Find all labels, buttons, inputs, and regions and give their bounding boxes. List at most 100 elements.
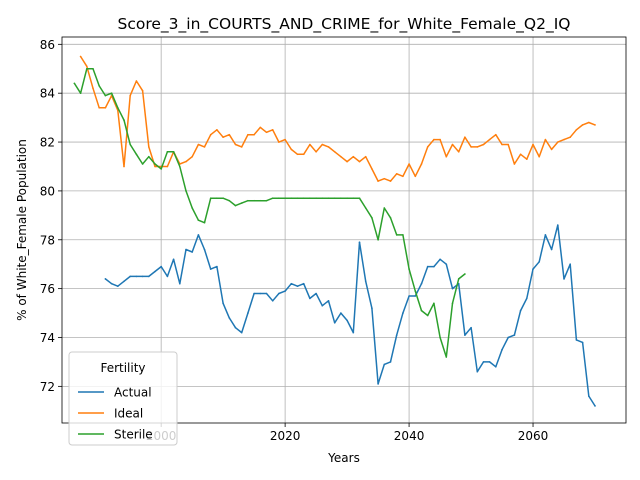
data-point [160,168,162,170]
data-point [86,68,88,70]
data-point [408,295,410,297]
y-tick-label: 78 [40,233,55,247]
data-point [240,331,243,334]
data-point [141,163,144,165]
data-point [191,251,193,253]
data-point [550,248,553,251]
data-point [315,151,317,153]
data-point [519,153,522,156]
data-point [544,138,547,141]
data-point [414,295,417,297]
data-point [302,197,305,199]
data-point [426,146,429,148]
data-point [352,331,355,334]
data-point [216,265,218,268]
data-point [234,143,237,146]
plot-area [61,36,627,424]
data-point [265,292,268,295]
series-line-sterile [73,68,466,358]
data-point [154,163,156,165]
data-point [216,197,218,199]
data-point [141,89,144,92]
data-point [433,138,435,141]
data-point [148,155,150,158]
data-point [98,85,100,87]
legend-frame [68,351,178,446]
data-point [575,129,578,131]
data-point [507,143,510,146]
y-tick-label: 72 [40,380,55,394]
data-point [488,361,491,363]
data-point [346,160,348,163]
data-point [526,297,528,300]
data-point [247,199,249,202]
data-point [563,278,565,280]
data-point [309,143,311,146]
data-point [92,68,94,70]
data-point [377,383,379,385]
data-point [148,275,150,278]
data-point [389,180,392,182]
data-point [501,348,503,351]
data-point [290,197,293,199]
data-point [290,148,293,151]
data-point [383,363,386,366]
data-point [402,175,404,178]
data-point [203,248,206,251]
data-point [445,356,448,358]
data-point [104,278,107,280]
data-point [98,107,100,109]
data-point [464,273,466,275]
data-point [247,312,249,314]
series-sterile [73,68,466,358]
series-line-actual [104,224,596,407]
data-point [123,280,125,283]
data-point [253,199,255,202]
data-point [439,258,441,261]
x-tick-label: 2020 [270,429,301,443]
legend-label-actual: Actual [114,386,152,400]
data-point [179,282,181,285]
legend-title: Fertility [100,361,145,375]
data-point [383,207,386,209]
y-tick-label: 80 [40,184,55,198]
data-point [234,204,237,207]
data-point [191,207,193,209]
data-point [346,197,348,199]
y-axis-label: % of White_Female Population [15,139,29,321]
data-point [160,265,162,268]
data-point [581,124,584,126]
data-point [402,234,404,236]
data-point [451,287,454,290]
series-line-ideal [79,55,596,182]
data-point [588,121,590,124]
data-point [172,258,175,261]
data-point [135,153,138,156]
data-point [439,138,441,141]
data-point [265,131,268,134]
data-point [222,302,224,305]
data-point [364,155,367,158]
data-point [532,268,534,270]
data-point [426,314,429,317]
series-layer [73,55,596,407]
data-point [240,146,243,148]
data-point [445,155,448,158]
data-point [296,153,299,156]
data-point [513,334,516,336]
y-tick-label: 74 [40,331,55,345]
data-point [340,197,342,199]
data-point [327,300,330,302]
data-point [228,199,231,202]
data-point [464,136,466,138]
data-point [302,153,305,156]
data-point [408,268,410,270]
data-point [501,143,503,146]
data-point [129,94,131,97]
data-point [495,366,497,368]
series-actual [104,224,596,407]
data-point [209,197,212,199]
data-point [526,158,528,160]
data-point [117,285,119,288]
data-point [315,197,317,199]
